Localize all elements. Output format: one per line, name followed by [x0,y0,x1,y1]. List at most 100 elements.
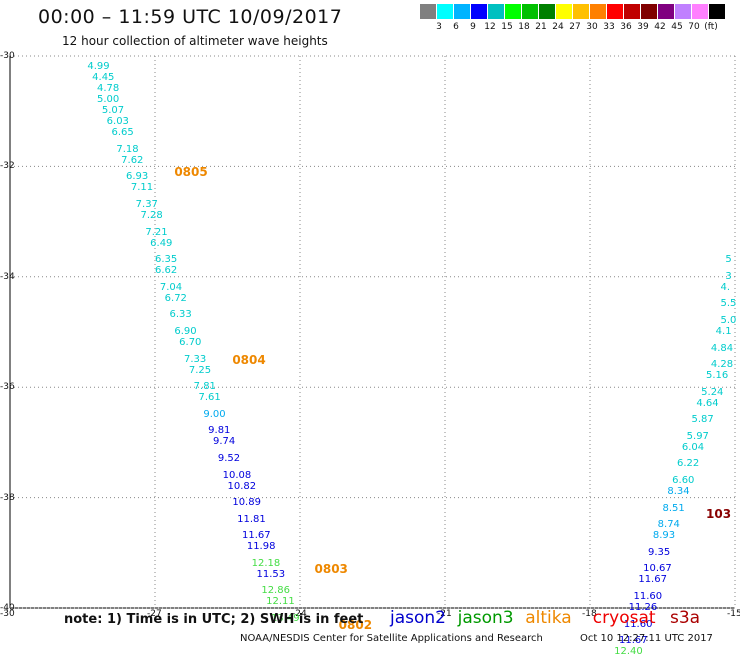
wave-height-value: 4.45 [92,72,115,84]
wave-height-value: 7.25 [188,364,212,376]
wave-height-value: 10.67 [643,563,672,575]
scale-swatch [454,4,470,19]
scale-label: 3 [436,22,442,32]
wave-height-value: 7.18 [116,143,139,155]
wave-height-value: 4.78 [97,83,120,95]
wave-height-value: 4.84 [710,342,734,354]
wave-height-value: 11.26 [628,602,658,613]
scale-swatch [420,4,436,19]
scale-label: 27 [569,22,581,32]
wave-height-value: 8.34 [667,486,690,498]
legend-jason3: jason3 [457,608,514,628]
scale-label: 21 [535,22,547,32]
wave-height-value: 9.52 [217,452,241,464]
scale-swatch [556,4,572,19]
wave-height-value: 10.89 [232,497,261,509]
scale-label: 6 [453,22,459,32]
wave-height-value: 6.62 [155,265,178,277]
wave-height-value: 7.33 [184,353,207,365]
wave-height-value: 5.16 [706,370,729,382]
wave-height-value: 5.5 [720,298,737,310]
longitude-tick-label: -24 [292,609,307,619]
wave-height-value: 5.87 [691,414,714,426]
wave-height-value: 6.04 [681,441,705,453]
scale-swatch [709,4,725,19]
wave-height-value: 11.98 [246,541,276,553]
wave-height-value: 12.40 [614,646,643,658]
corner-tick-label: -30 [0,609,15,619]
wave-height-value: 8.51 [662,502,685,514]
wave-height-value: 7.28 [140,210,163,222]
wave-height-value: 5.00 [97,94,120,106]
wave-height-value: 5 [725,254,732,266]
latitude-tick-label: -32 [0,161,15,172]
scale-label: 24 [552,22,564,32]
wave-height-value: 12.18 [251,557,281,569]
wave-height-value: 5.24 [701,386,724,398]
longitude-tick-label: -21 [437,609,452,619]
wave-height-value: 9.35 [648,546,671,558]
longitude-tick-label: -15 [727,609,740,619]
credit-line: NOAA/NESDIS Center for Satellite Applica… [240,633,543,644]
scale-swatch [471,4,487,19]
wave-height-value: 6.72 [164,292,187,304]
wave-height-value: 5.0 [720,314,737,326]
scale-label: 33 [603,22,615,32]
wave-height-value: 11.67 [638,574,667,586]
scale-swatch [692,4,708,19]
wave-height-value: 11.81 [237,513,266,525]
scale-label: 45 [671,22,683,32]
legend-altika: altika [525,608,572,628]
wave-height-value: 9.81 [208,425,231,437]
wave-height-value: 10.82 [227,480,257,492]
scale-swatch [607,4,623,19]
scale-label: 15 [501,22,513,32]
wave-height-value: 4. [720,281,731,293]
wave-height-value: 11.67 [619,635,648,647]
wave-height-value: 11.53 [256,568,286,580]
wave-height-value: 13.49 [271,613,300,625]
wave-height-value: 9.74 [213,436,236,448]
wave-height-value: 6.33 [169,309,192,321]
wave-height-value: 7.04 [159,281,183,293]
generated-timestamp: Oct 10 12:27:11 UTC 2017 [580,633,713,644]
scale-label: 12 [484,22,496,32]
wave-height-value: 4.99 [87,61,110,73]
latitude-tick-label: -30 [0,51,15,61]
wave-height-value: 6.03 [106,116,129,128]
wave-height-value: 6.65 [111,127,134,139]
latitude-tick-label: -40 [0,603,15,613]
scale-swatch [573,4,589,19]
wave-height-value: 11.60 [633,590,663,602]
wave-height-value: 8.93 [652,530,676,542]
pass-time-label: 0805 [174,164,208,179]
latitude-tick-label: -34 [0,271,15,282]
wave-height-value: 6.70 [179,337,202,349]
wave-height-value: 7.21 [145,226,168,238]
wave-height-value: 11.67 [242,530,271,542]
scale-swatch [437,4,453,19]
wave-height-value: 6.93 [126,171,149,183]
wave-height-value: 7.62 [121,154,144,166]
scale-label: 30 [586,22,598,32]
scale-label: 9 [470,22,476,32]
latitude-tick-label: -36 [0,382,15,393]
scale-label: 39 [637,22,649,32]
wave-height-value: 4.64 [696,397,719,409]
map-title: 00:00 – 11:59 UTC 10/09/2017 [38,6,343,28]
wave-height-value: 7.37 [135,199,158,211]
wave-height-value: 5.07 [101,105,125,117]
wave-height-value: 8.74 [657,519,680,531]
wave-height-value: 6.49 [150,237,173,249]
wave-height-value: 7.81 [193,381,216,393]
scale-swatch [590,4,606,19]
legend-s3a: s3a [670,608,701,628]
scale-swatch [488,4,504,19]
legend-cryosat: cryosat [592,608,656,628]
scale-swatch [505,4,521,19]
wave-height-value: 10.08 [222,469,252,481]
wave-height-value: 12.11 [266,596,295,608]
wave-height-value: 6.35 [155,254,178,266]
map-subtitle: 12 hour collection of altimeter wave hei… [62,34,328,48]
